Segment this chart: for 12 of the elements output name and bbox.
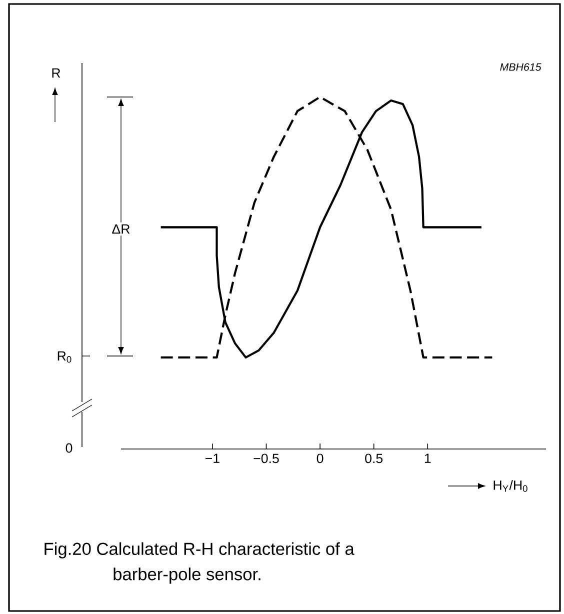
x-tick-label: 0 (316, 454, 324, 464)
caption: Fig.20 Calculated R-H characteristic of a barber-pole sensor. (44, 542, 354, 584)
x-tick-label: 1 (424, 454, 431, 463)
x-tick-label: 0.5 (365, 454, 383, 464)
y-axis-title: R (52, 68, 60, 78)
annotation: ΔR (112, 224, 130, 234)
x-tick-label: −1 (206, 454, 220, 463)
x-axis-title: H$_{Y}$/H$_{0}$ (494, 480, 528, 492)
text: 0 (66, 443, 72, 453)
text: R$_{0}$ (58, 351, 72, 363)
x-tick-label: −0.5 (254, 454, 279, 464)
text: MBH615 (500, 63, 542, 71)
